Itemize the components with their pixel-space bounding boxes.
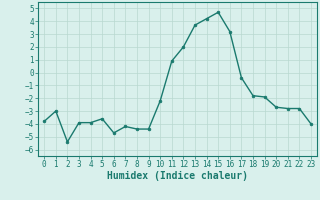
X-axis label: Humidex (Indice chaleur): Humidex (Indice chaleur) — [107, 171, 248, 181]
